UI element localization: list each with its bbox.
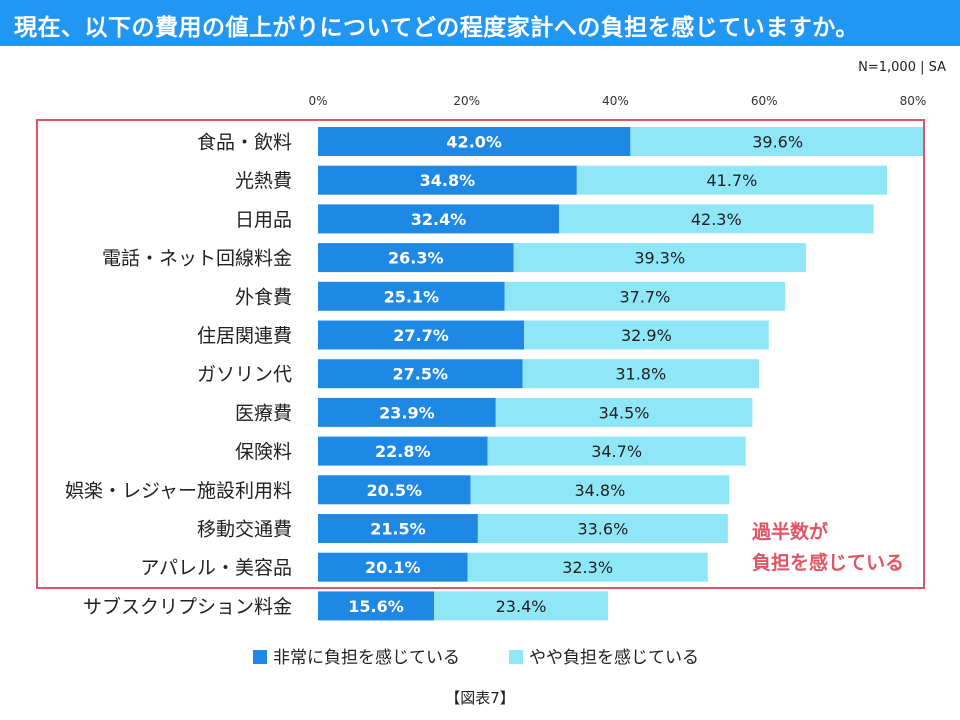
legend-swatch-strong — [253, 650, 267, 664]
data-label: 32.4% — [411, 210, 467, 229]
category-label: サブスクリプション料金 — [83, 595, 292, 618]
x-tick-label: 40% — [602, 94, 629, 108]
bar-strong — [318, 436, 488, 466]
category-label: 日用品 — [235, 209, 292, 231]
data-label: 42.0% — [446, 133, 502, 152]
data-label: 23.9% — [379, 403, 435, 422]
x-tick-label: 80% — [900, 94, 927, 108]
data-label: 26.3% — [388, 249, 444, 268]
category-label: アパレル・美容品 — [140, 557, 292, 579]
data-label: 20.5% — [366, 481, 422, 500]
data-label: 23.4% — [496, 597, 547, 616]
category-label: 電話・ネット回線料金 — [102, 248, 292, 270]
data-label: 34.8% — [420, 171, 476, 190]
category-label: 医療費 — [235, 402, 292, 424]
bar-weak — [467, 552, 708, 582]
bar-weak — [630, 127, 925, 156]
bar-weak — [470, 475, 730, 505]
category-label: 娯楽・レジャー施設利用料 — [65, 480, 292, 502]
data-label: 37.7% — [619, 287, 670, 306]
data-label: 31.8% — [615, 365, 666, 384]
legend-label: やや負担を感じている — [529, 648, 699, 668]
data-label: 15.6% — [348, 597, 404, 616]
data-label: 32.9% — [621, 326, 672, 345]
data-label: 34.5% — [599, 403, 650, 422]
bar-strong — [318, 359, 523, 389]
data-label: 25.1% — [384, 287, 440, 306]
bar-strong — [318, 475, 471, 505]
bar-weak — [434, 591, 609, 621]
data-label: 21.5% — [370, 520, 426, 539]
bar-strong — [318, 165, 577, 195]
data-label: 39.3% — [634, 249, 685, 268]
bar-strong — [318, 552, 468, 582]
category-label: 住居関連費 — [197, 325, 292, 347]
bar-weak — [477, 514, 728, 543]
bar-weak — [495, 397, 753, 427]
figure-caption: 【図表7】 — [445, 689, 515, 707]
x-tick-label: 20% — [453, 94, 480, 108]
x-tick-label: 0% — [308, 94, 327, 108]
bar-weak — [513, 243, 806, 273]
bar-strong — [318, 243, 514, 273]
data-label: 41.7% — [706, 171, 757, 190]
data-label: 33.6% — [577, 520, 628, 539]
bar-weak — [558, 204, 874, 234]
chart-title: 現在、以下の費用の値上がりについてどの程度家計への負担を感じていますか。 — [14, 15, 859, 41]
x-tick-label: 60% — [751, 94, 778, 108]
bar-strong — [318, 591, 435, 621]
category-label: 移動交通費 — [197, 519, 292, 541]
header-bar: 現在、以下の費用の値上がりについてどの程度家計への負担を感じていますか。 — [0, 0, 960, 46]
data-label: 32.3% — [562, 558, 613, 577]
category-label: ガソリン代 — [197, 364, 292, 386]
category-label: 保険料 — [235, 441, 292, 463]
bar-strong — [318, 514, 478, 543]
category-label: 食品・飲料 — [197, 132, 292, 154]
data-label: 27.7% — [393, 326, 449, 345]
annotation-line-1: 過半数が — [752, 520, 828, 543]
data-label: 27.5% — [393, 365, 449, 384]
bar-strong — [318, 127, 631, 156]
bar-strong — [318, 281, 505, 311]
sample-note: N=1,000 | SA — [858, 60, 946, 75]
highlight-frame — [36, 119, 925, 589]
bar-weak — [504, 281, 786, 311]
bar-weak — [487, 436, 746, 466]
category-label: 光熱費 — [235, 170, 292, 192]
bar-weak — [524, 320, 769, 350]
data-label: 20.1% — [365, 558, 421, 577]
legend-label: 非常に負担を感じている — [273, 648, 460, 668]
bar-strong — [318, 320, 525, 350]
data-label: 34.8% — [574, 481, 625, 500]
bar-weak — [522, 359, 760, 389]
annotation-line-2: 負担を感じている — [752, 551, 904, 574]
category-label: 外食費 — [235, 286, 292, 308]
data-label: 34.7% — [591, 442, 642, 461]
data-label: 42.3% — [691, 210, 742, 229]
data-label: 22.8% — [375, 442, 431, 461]
data-label: 39.6% — [752, 133, 803, 152]
legend-swatch-weak — [509, 650, 523, 664]
bar-strong — [318, 397, 496, 427]
bar-strong — [318, 204, 559, 234]
bar-weak — [576, 165, 887, 195]
